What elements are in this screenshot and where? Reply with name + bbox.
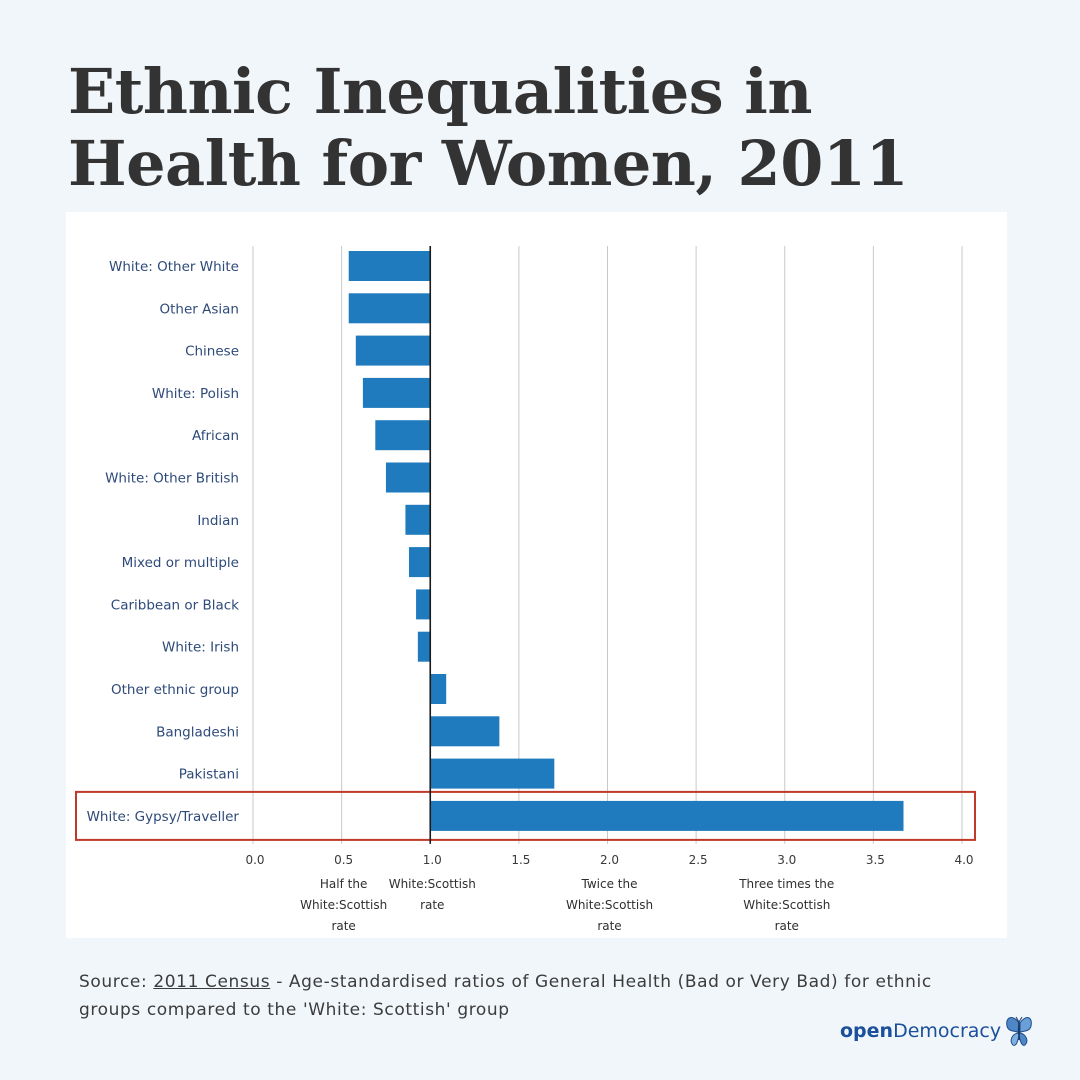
bar-chinese (355, 335, 431, 366)
category-label-white-gypsy-traveller: White: Gypsy/Traveller (87, 809, 240, 825)
source-description: - Age-standardised ratios of General Hea… (79, 972, 932, 1020)
category-label-mixed-or-multiple: Mixed or multiple (122, 555, 239, 571)
category-label-white-other-white: White: Other White (109, 259, 239, 275)
bar-pakistani (430, 758, 555, 789)
chart-card: White: Other White Other Asian Chinese Whit… (66, 212, 1007, 938)
category-label-other-asian: Other Asian (160, 301, 239, 317)
bar-caribbean-or-black (416, 589, 431, 620)
tick-label-3.5: 3.5 (866, 853, 885, 867)
bar-white-other-british (385, 462, 431, 493)
tick-label-2.5: 2.5 (689, 853, 708, 867)
bar-african (375, 420, 431, 451)
category-label-bangladeshi: Bangladeshi (156, 724, 239, 740)
category-label-other-ethnic-group: Other ethnic group (111, 682, 239, 698)
bar-white-other-white (348, 251, 431, 281)
annotation-3-line-2: rate (775, 919, 799, 933)
annotation-2-line-0: Twice the (581, 877, 638, 891)
bar-other-ethnic-group (430, 674, 447, 704)
highlight-box (75, 790, 976, 841)
source-note: Source: 2011 Census - Age-standardised r… (79, 968, 999, 1024)
bar-white-irish (417, 631, 431, 662)
bar-mixed-or-multiple (408, 547, 431, 578)
category-label-white-polish: White: Polish (152, 386, 239, 402)
category-label-pakistani: Pakistani (179, 767, 239, 783)
annotation-1-line-0: White:Scottish (389, 877, 476, 891)
logo-democracy-text: Democracy (893, 1020, 1002, 1042)
bar-indian (405, 504, 431, 535)
tick-label-3.0: 3.0 (777, 853, 796, 867)
opendemocracy-logo: open Democracy (840, 1013, 1034, 1049)
category-label-indian: Indian (197, 513, 239, 529)
source-prefix: Source: (79, 972, 154, 992)
bar-white-gypsy-traveller (430, 800, 904, 831)
tick-label-2.0: 2.0 (600, 853, 619, 867)
category-label-chinese: Chinese (185, 344, 239, 360)
category-label-african: African (192, 428, 239, 444)
butterfly-icon (1006, 1016, 1032, 1046)
bar-white-polish (362, 377, 431, 408)
annotation-3-line-1: White:Scottish (743, 898, 830, 912)
annotation-0-line-2: rate (331, 919, 355, 933)
annotation-1-line-1: rate (420, 898, 444, 912)
tick-label-4.0: 4.0 (954, 853, 973, 867)
annotation-2-line-1: White:Scottish (566, 898, 653, 912)
census-link[interactable]: 2011 Census (153, 972, 271, 992)
category-label-caribbean-or-black: Caribbean or Black (111, 597, 239, 613)
annotation-3-line-0: Three times the (738, 877, 834, 891)
logo-open-text: open (840, 1020, 894, 1042)
tick-label-0.5: 0.5 (334, 853, 353, 867)
annotation-0-line-0: Half the (320, 877, 367, 891)
bar-chart: White: Other White Other Asian Chinese Whit… (75, 246, 976, 933)
category-label-white-irish: White: Irish (162, 640, 239, 656)
tick-label-1.5: 1.5 (511, 853, 530, 867)
bar-other-asian (348, 293, 431, 324)
category-label-white-other-british: White: Other British (105, 471, 239, 487)
tick-label-1.0: 1.0 (423, 853, 442, 867)
bar-bangladeshi (430, 716, 500, 747)
tick-label-0.0: 0.0 (245, 853, 264, 867)
page-title: Ethnic Inequalities in Health for Women,… (68, 55, 909, 200)
annotation-0-line-1: White:Scottish (300, 898, 387, 912)
annotation-2-line-2: rate (597, 919, 621, 933)
